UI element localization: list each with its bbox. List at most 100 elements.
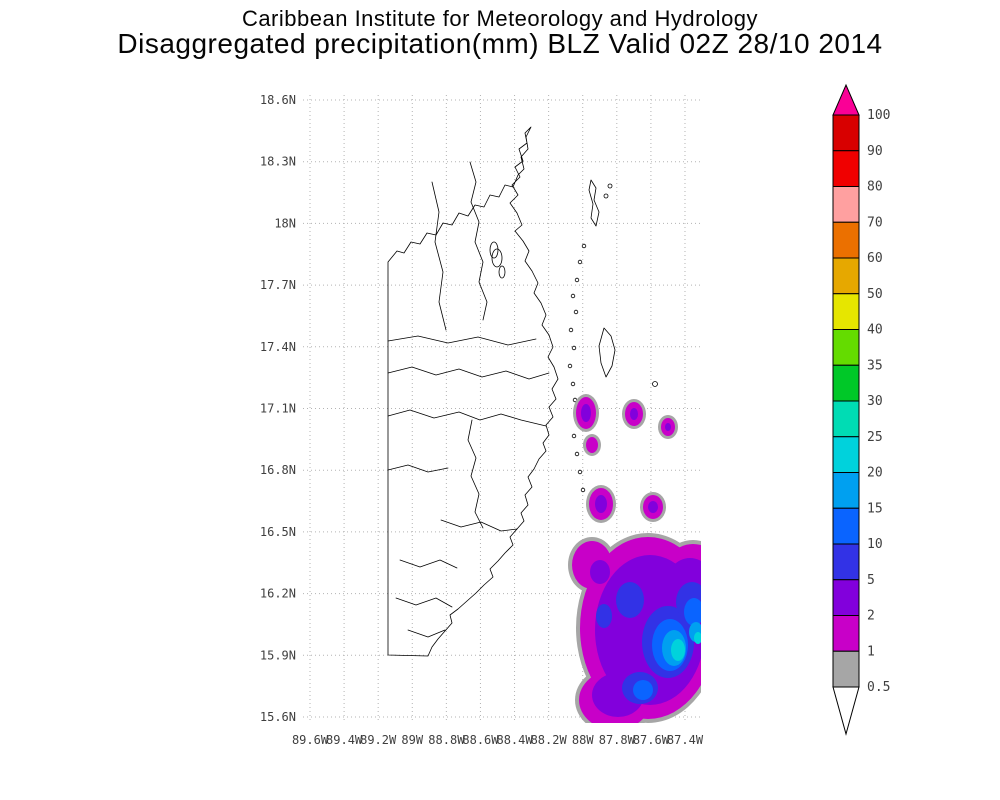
colorbar-label: 1 xyxy=(867,644,875,659)
river-line xyxy=(407,629,446,638)
lat-tick-label: 16.5N xyxy=(260,525,296,539)
lon-tick-label: 88.2W xyxy=(531,733,568,747)
precip-cell xyxy=(596,604,612,628)
district-boundary xyxy=(387,335,537,346)
lat-tick-label: 17.4N xyxy=(260,340,296,354)
river-line xyxy=(387,366,550,380)
precip-cell xyxy=(684,598,701,626)
belize-coastline xyxy=(387,126,559,657)
lon-tick-label: 88.6W xyxy=(462,733,499,747)
colorbar-label: 2 xyxy=(867,609,875,624)
caye-outline xyxy=(568,327,574,333)
caye-outline xyxy=(581,243,587,249)
turneffe-atoll-outline xyxy=(598,327,616,378)
lon-tick-label: 89.4W xyxy=(326,733,363,747)
page-subtitle: Disaggregated precipitation(mm) BLZ Vali… xyxy=(117,28,883,59)
lon-tick-label: 88.4W xyxy=(496,733,533,747)
precip-cell xyxy=(581,404,591,422)
colorbar-label: 40 xyxy=(867,323,883,338)
lon-tick-label: 88.8W xyxy=(428,733,465,747)
lat-tick-label: 18N xyxy=(274,216,296,230)
colorbar-label: 70 xyxy=(867,215,883,230)
mainland-outline xyxy=(387,126,559,657)
colorbar-segment xyxy=(832,472,860,509)
lon-tick-label: 87.8W xyxy=(599,733,636,747)
lagoon-outline xyxy=(489,241,499,259)
lon-tick-label: 87.6W xyxy=(633,733,670,747)
precip-level-20mm xyxy=(671,632,701,661)
district-boundary xyxy=(387,464,449,473)
river-line xyxy=(399,559,458,569)
district-boundary xyxy=(440,519,518,532)
colorbar-segment xyxy=(832,293,860,330)
precip-cell xyxy=(648,501,658,513)
colorbar-label: 90 xyxy=(867,144,883,159)
caye-outline xyxy=(652,381,658,387)
colorbar-segment xyxy=(832,507,860,545)
caye-outline xyxy=(577,469,583,475)
caye-outline xyxy=(574,451,580,457)
precip-cell xyxy=(616,582,644,618)
district-boundary xyxy=(431,181,447,331)
colorbar-segment xyxy=(832,650,860,688)
colorbar-label: 5 xyxy=(867,573,875,588)
colorbar-label: 10 xyxy=(867,537,883,552)
lon-tick-label: 89.2W xyxy=(360,733,397,747)
colorbar-segment xyxy=(832,579,860,616)
colorbar-label: 100 xyxy=(867,108,890,123)
lat-tick-label: 17.7N xyxy=(260,278,296,292)
caye-outline xyxy=(571,345,577,351)
caye-outline xyxy=(580,487,586,493)
colorbar-segment xyxy=(832,257,860,295)
colorbar-label: 30 xyxy=(867,394,883,409)
colorbar-arrow-top xyxy=(832,83,860,116)
lat-tick-label: 16.2N xyxy=(260,587,296,601)
caye-outline xyxy=(577,259,583,265)
district-boundary xyxy=(469,161,488,321)
lat-tick-label: 17.1N xyxy=(260,402,296,416)
river-line xyxy=(395,597,453,608)
colorbar-label: 35 xyxy=(867,358,883,373)
colorbar-segment xyxy=(832,400,860,438)
lagoon-outline xyxy=(498,265,506,279)
colorbar-segment xyxy=(832,364,860,402)
lat-tick-label: 16.8N xyxy=(260,463,296,477)
page-title: Caribbean Institute for Meteorology and … xyxy=(241,6,759,31)
colorbar-segment xyxy=(832,186,860,223)
caye-outline xyxy=(573,309,579,315)
colorbar-label: 60 xyxy=(867,251,883,266)
offshore-cayes xyxy=(567,179,658,493)
precip-cell xyxy=(665,423,671,431)
colorbar-segment xyxy=(832,114,860,152)
lon-tick-label: 87.4W xyxy=(667,733,704,747)
colorbar-segment xyxy=(832,329,860,366)
lat-tick-label: 15.6N xyxy=(260,710,296,724)
grid-lines xyxy=(303,95,701,723)
precip-cell xyxy=(671,639,685,661)
precip-cell xyxy=(694,632,701,644)
ambergris-caye-outline xyxy=(588,179,600,227)
latitude-axis: 18.6N 18.3N 18N 17.7N 17.4N 17.1N 16.8N 16.5N 16… xyxy=(260,93,296,724)
colorbar-arrow-bottom xyxy=(832,686,860,736)
colorbar-label: 80 xyxy=(867,180,883,195)
lat-tick-label: 15.9N xyxy=(260,648,296,662)
colorbar-segment xyxy=(832,543,860,581)
colorbar-label: 50 xyxy=(867,287,883,302)
colorbar-segment xyxy=(832,150,860,187)
caye-outline xyxy=(603,193,609,199)
colorbar-label: 25 xyxy=(867,430,883,445)
precipitation-shading xyxy=(568,394,701,723)
caye-outline xyxy=(574,277,580,283)
colorbar-segment xyxy=(832,436,860,473)
precip-cell xyxy=(630,408,638,420)
colorbar-segment xyxy=(832,221,860,259)
colorbar-legend: 100 90 80 70 60 50 40 35 30 25 20 15 10 5 2 1 0.5 xyxy=(832,83,890,736)
colorbar-label: 0.5 xyxy=(867,680,890,695)
lat-tick-label: 18.6N xyxy=(260,93,296,107)
lon-tick-label: 88W xyxy=(572,733,594,747)
caye-outline xyxy=(567,363,573,369)
precip-cell xyxy=(586,437,598,453)
